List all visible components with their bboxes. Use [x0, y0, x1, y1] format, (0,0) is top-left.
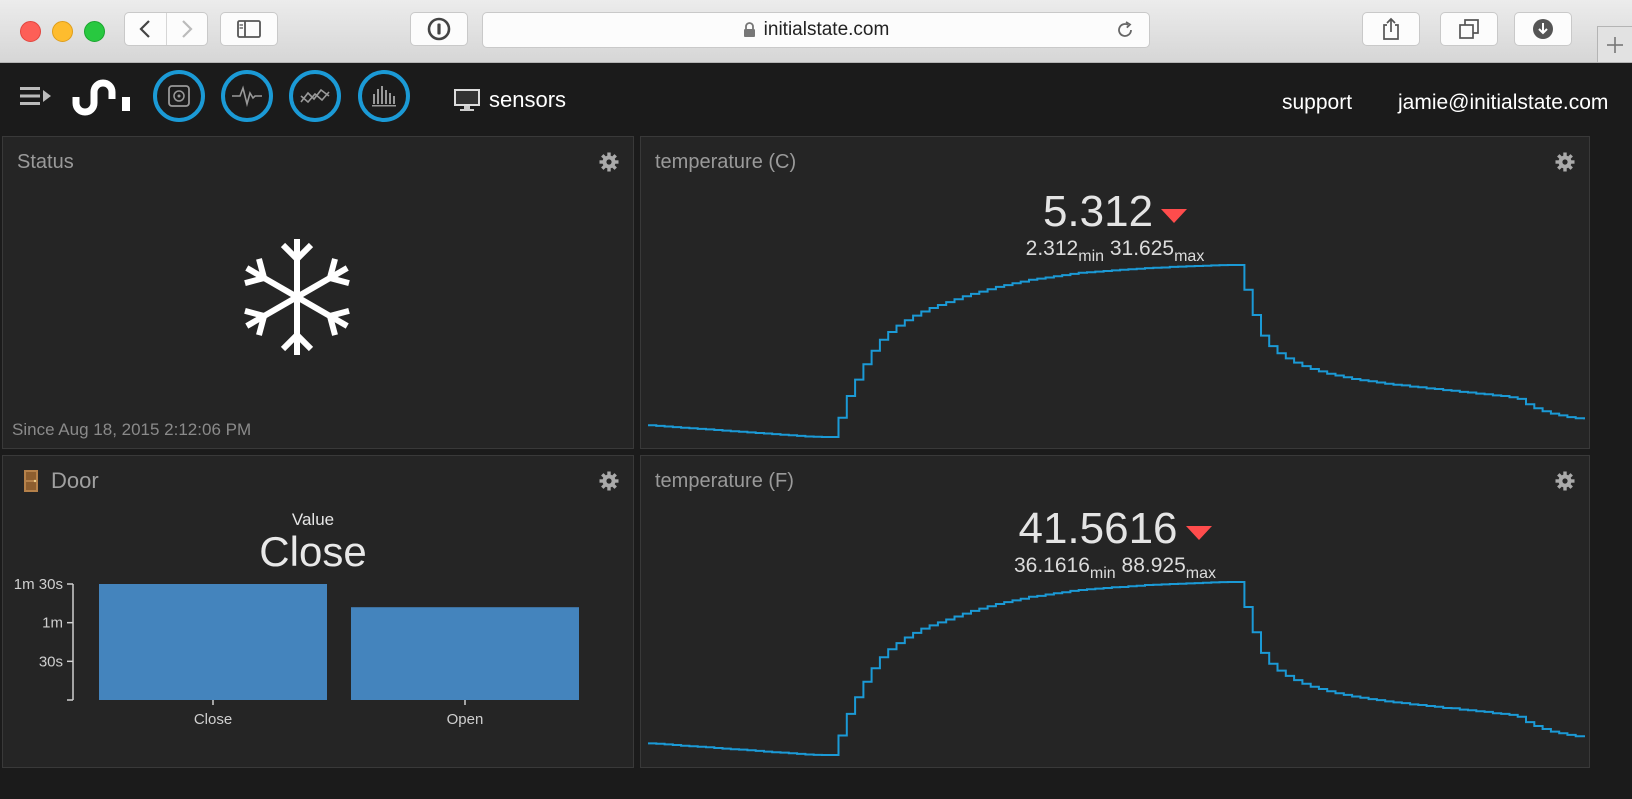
monitor-icon	[454, 89, 480, 111]
lock-icon	[743, 22, 755, 37]
tabs-overview-button[interactable]	[1440, 12, 1498, 46]
tile-title: Status	[17, 151, 74, 173]
temperature-c-tile: temperature (C) 5.312 2.312min 31.625max	[640, 136, 1590, 449]
tabs-icon	[1459, 19, 1479, 39]
max-value: 31.625	[1109, 237, 1175, 260]
y-tick-label: 1m 30s	[14, 576, 63, 593]
close-window-button[interactable]	[20, 21, 41, 42]
temperature-f-line-chart	[648, 581, 1585, 756]
min-max: 36.1616min 88.925max	[641, 554, 1589, 583]
keyhole-icon	[427, 17, 451, 41]
snowflake-icon	[244, 239, 350, 355]
tile-title: Door	[23, 468, 99, 494]
x-tick-label: Open	[447, 711, 484, 728]
lines-view-button[interactable]	[289, 70, 341, 122]
min-label: min	[1078, 248, 1105, 265]
line-chart-icon	[300, 88, 330, 104]
tile-title: temperature (F)	[655, 470, 794, 492]
download-icon	[1533, 19, 1553, 39]
status-tile: Status Since Aug 18, 2015 2:12:06 PM	[2, 136, 634, 449]
bar-close[interactable]	[99, 584, 327, 700]
max-value: 88.925	[1121, 554, 1186, 577]
zoom-window-button[interactable]	[84, 21, 105, 42]
bar-open[interactable]	[351, 607, 579, 700]
app-header: sensors support jamie@initialstate.com	[0, 63, 1632, 131]
series-line	[648, 264, 1585, 438]
chevron-left-icon	[139, 20, 151, 38]
gear-icon[interactable]	[1555, 471, 1575, 491]
bars-view-button[interactable]	[358, 70, 410, 122]
max-label: max	[1185, 565, 1216, 582]
gear-icon[interactable]	[599, 471, 619, 491]
plus-icon	[1607, 36, 1623, 53]
min-value: 2.312	[1025, 237, 1079, 260]
y-tick-label: 30s	[39, 653, 63, 670]
gear-icon[interactable]	[1555, 152, 1575, 172]
x-tick-label: Close	[194, 711, 232, 728]
door-icon	[24, 470, 38, 492]
sidebar-icon	[237, 20, 261, 38]
trend-down-icon	[1185, 525, 1212, 540]
nav-buttons	[124, 12, 208, 46]
trend-down-icon	[1161, 208, 1188, 223]
dashboard-icon	[168, 85, 190, 107]
waves-view-button[interactable]	[221, 70, 273, 122]
bar-chart-icon	[372, 86, 396, 107]
temperature-f-tile: temperature (F) 41.5616 36.1616min 88.92…	[640, 455, 1590, 768]
value-caption: Value	[291, 510, 335, 529]
minimize-window-button[interactable]	[52, 21, 73, 42]
browser-toolbar: initialstate.com	[0, 0, 1632, 63]
y-tick-label: 1m	[42, 615, 63, 632]
tiles-view-button[interactable]	[153, 70, 205, 122]
chevron-right-icon	[181, 20, 193, 38]
current-value: 5.312	[641, 187, 1589, 237]
share-button[interactable]	[1362, 12, 1420, 46]
door-tile: Door Value Close 30s 1m 1m 30s Close Open	[2, 455, 634, 768]
door-current-value: Close	[259, 528, 367, 575]
series-line	[648, 581, 1585, 756]
min-label: min	[1089, 565, 1116, 582]
gear-icon[interactable]	[599, 152, 619, 172]
sidebar-toggle-button[interactable]	[220, 12, 278, 46]
reload-icon[interactable]	[1115, 20, 1135, 40]
status-since-text: Since Aug 18, 2015 2:12:06 PM	[12, 420, 252, 439]
back-button[interactable]	[125, 13, 166, 45]
new-tab-button[interactable]	[1597, 26, 1632, 62]
password-manager-button[interactable]	[410, 12, 468, 46]
bucket-selector[interactable]: sensors	[453, 87, 566, 113]
waveform-icon	[232, 85, 262, 108]
share-icon	[1383, 17, 1399, 40]
user-account-link[interactable]: jamie@initialstate.com	[1398, 91, 1609, 114]
tile-title: temperature (C)	[655, 151, 797, 173]
downloads-button[interactable]	[1514, 12, 1572, 46]
current-value-number: 41.5616	[1018, 504, 1178, 553]
current-value-number: 5.312	[1042, 187, 1154, 236]
initialstate-logo[interactable]	[72, 77, 138, 117]
support-link[interactable]: support	[1282, 91, 1353, 114]
address-bar[interactable]: initialstate.com	[482, 12, 1150, 48]
temperature-c-line-chart	[648, 264, 1585, 438]
door-bar-chart: 30s 1m 1m 30s Close Open	[14, 576, 579, 728]
menu-toggle-icon[interactable]	[20, 86, 52, 106]
bucket-name: sensors	[489, 87, 567, 112]
door-title-text: Door	[51, 468, 99, 493]
forward-button[interactable]	[165, 13, 208, 45]
url-text: initialstate.com	[763, 19, 890, 40]
min-max: 2.312min 31.625max	[641, 237, 1589, 266]
min-value: 36.1616	[1013, 554, 1090, 577]
current-value: 41.5616	[641, 504, 1589, 554]
max-label: max	[1174, 248, 1205, 265]
